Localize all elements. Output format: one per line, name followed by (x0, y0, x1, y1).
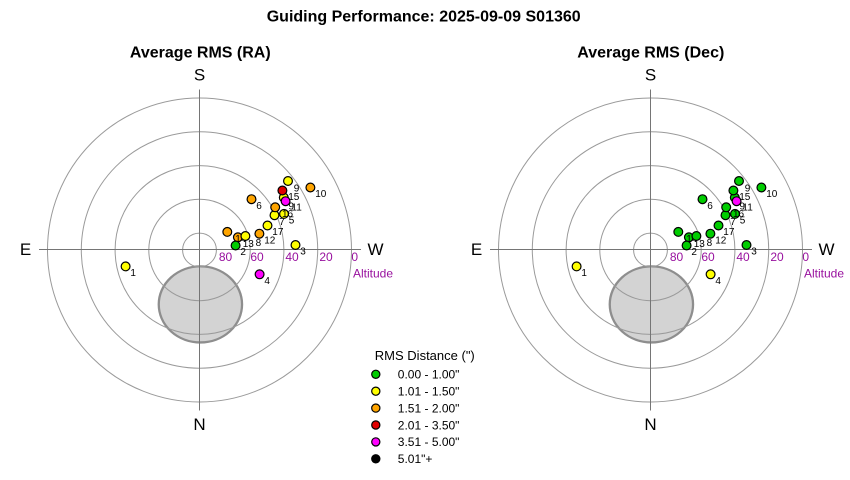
svg-text:17: 17 (272, 227, 284, 238)
svg-text:8: 8 (707, 238, 713, 249)
svg-text:15: 15 (288, 192, 300, 203)
svg-text:9: 9 (745, 184, 751, 195)
svg-text:3: 3 (300, 247, 306, 258)
svg-text:20: 20 (319, 250, 333, 264)
svg-text:0: 0 (351, 250, 358, 264)
svg-text:1: 1 (581, 268, 587, 279)
svg-text:12: 12 (264, 235, 276, 246)
svg-text:S: S (194, 66, 205, 85)
svg-text:40: 40 (285, 250, 299, 264)
svg-text:80: 80 (670, 250, 684, 264)
svg-text:Guiding Performance: 2025-09-0: Guiding Performance: 2025-09-09 S01360 (267, 9, 581, 26)
svg-text:12: 12 (715, 235, 727, 246)
svg-text:15: 15 (739, 192, 751, 203)
svg-text:6: 6 (256, 201, 262, 212)
svg-text:Altitude: Altitude (353, 267, 393, 281)
svg-text:7: 7 (279, 217, 285, 228)
svg-text:10: 10 (315, 189, 327, 200)
svg-text:14: 14 (235, 234, 247, 245)
svg-text:16: 16 (733, 209, 745, 220)
svg-text:RMS Distance ("): RMS Distance (") (375, 348, 475, 363)
svg-text:Average RMS (RA): Average RMS (RA) (130, 45, 271, 62)
svg-text:80: 80 (219, 250, 233, 264)
svg-text:60: 60 (701, 250, 715, 264)
svg-text:Average RMS (Dec): Average RMS (Dec) (577, 45, 724, 62)
svg-text:2: 2 (240, 247, 246, 258)
svg-text:13: 13 (694, 239, 706, 250)
svg-text:16: 16 (282, 209, 294, 220)
svg-text:3.51 - 5.00": 3.51 - 5.00" (398, 435, 460, 449)
svg-text:40: 40 (736, 250, 750, 264)
svg-text:W: W (367, 240, 383, 259)
svg-text:S: S (645, 66, 656, 85)
svg-text:E: E (471, 240, 482, 259)
svg-text:E: E (20, 240, 31, 259)
svg-text:1.01 - 1.50": 1.01 - 1.50" (398, 385, 460, 399)
svg-text:9: 9 (740, 202, 746, 213)
svg-text:4: 4 (715, 276, 721, 287)
svg-text:11: 11 (742, 202, 753, 213)
svg-text:9: 9 (289, 202, 295, 213)
svg-text:10: 10 (766, 189, 778, 200)
svg-text:14: 14 (686, 234, 698, 245)
svg-text:6: 6 (707, 201, 713, 212)
svg-text:2: 2 (691, 247, 697, 258)
svg-text:11: 11 (291, 202, 302, 213)
svg-text:1: 1 (130, 268, 136, 279)
svg-text:0.00 - 1.00": 0.00 - 1.00" (398, 368, 460, 382)
svg-text:4: 4 (264, 276, 270, 287)
svg-text:13: 13 (243, 239, 255, 250)
svg-text:5.01"+: 5.01"+ (398, 452, 433, 466)
svg-text:Altitude: Altitude (804, 267, 844, 281)
svg-text:5: 5 (740, 216, 746, 227)
svg-text:20: 20 (770, 250, 784, 264)
svg-text:1.51 - 2.00": 1.51 - 2.00" (398, 401, 460, 415)
svg-text:17: 17 (723, 227, 735, 238)
svg-text:N: N (193, 415, 205, 434)
svg-text:3: 3 (751, 247, 757, 258)
svg-text:7: 7 (730, 217, 736, 228)
svg-text:N: N (644, 415, 656, 434)
svg-text:W: W (818, 240, 834, 259)
svg-text:0: 0 (802, 250, 809, 264)
svg-text:2.01 - 3.50": 2.01 - 3.50" (398, 418, 460, 432)
svg-text:9: 9 (294, 184, 300, 195)
svg-text:5: 5 (289, 216, 295, 227)
svg-text:60: 60 (250, 250, 264, 264)
svg-text:8: 8 (256, 238, 262, 249)
